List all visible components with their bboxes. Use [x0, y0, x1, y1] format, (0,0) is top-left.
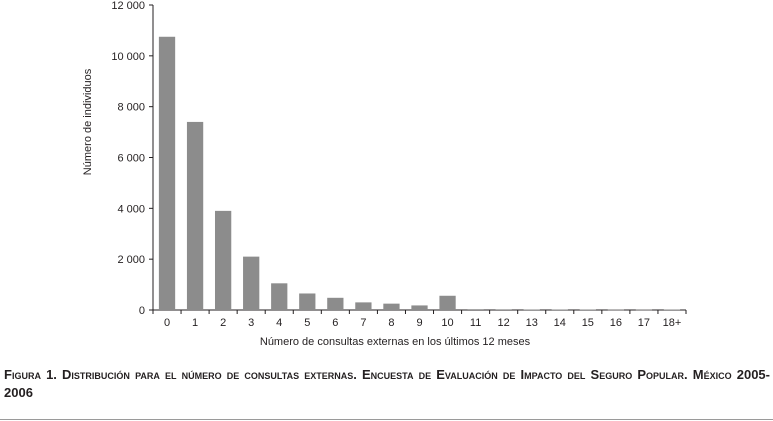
x-tick-label: 11: [470, 317, 481, 329]
x-tick-label: 2: [220, 317, 226, 329]
bar-9: [411, 305, 428, 310]
bar-17: [635, 309, 653, 311]
y-tick-label: 0: [139, 305, 145, 317]
x-tick-label: 15: [582, 317, 594, 329]
x-tick-label: 7: [360, 317, 366, 329]
y-axis-title: Número de individuos: [82, 68, 94, 175]
figure-caption: Figura 1. Distribución para el número de…: [4, 367, 770, 400]
x-tick-label: 18+: [663, 317, 682, 329]
x-tick-label: 6: [332, 317, 338, 329]
bar-13: [523, 309, 540, 311]
y-tick-label: 2 000: [117, 254, 145, 266]
x-tick-label: 1: [192, 317, 198, 329]
y-tick-label: 4 000: [117, 203, 145, 215]
bar-1: [186, 121, 204, 311]
x-tick-label: 12: [498, 317, 510, 329]
bar-8: [383, 303, 400, 310]
bar-2: [214, 210, 232, 310]
bar-6: [327, 297, 344, 310]
bar-16: [607, 309, 625, 311]
y-tick-label: 12 000: [111, 0, 145, 12]
bar-11: [467, 309, 484, 310]
bar-10: [439, 295, 456, 310]
x-tick-label: 3: [248, 317, 254, 329]
x-tick-label: 14: [554, 317, 566, 329]
bar-7: [355, 302, 372, 310]
x-tick-label: 17: [638, 317, 650, 329]
bar-0: [158, 36, 176, 310]
x-tick-label: 13: [526, 317, 538, 329]
bar-14: [551, 309, 568, 311]
x-tick-label: 8: [388, 317, 394, 329]
y-tick-label: 10 000: [111, 51, 145, 63]
x-axis-title: Número de consultas externas en los últi…: [260, 336, 531, 348]
x-tick-label: 5: [304, 317, 310, 329]
x-tick-label: 9: [416, 317, 422, 329]
bar-12: [495, 309, 512, 310]
bottom-rule: [0, 419, 773, 420]
x-tick-label: 16: [610, 317, 622, 329]
y-tick-label: 6 000: [117, 153, 145, 165]
bar-15: [579, 309, 596, 311]
x-tick-label: 4: [276, 317, 282, 329]
bar-18+: [663, 309, 681, 311]
x-tick-label: 10: [441, 317, 453, 329]
bar-4: [271, 283, 288, 310]
x-tick-label: 0: [164, 317, 170, 329]
y-tick-label: 8 000: [117, 102, 145, 114]
bar-3: [243, 256, 260, 310]
bar-5: [299, 293, 316, 310]
